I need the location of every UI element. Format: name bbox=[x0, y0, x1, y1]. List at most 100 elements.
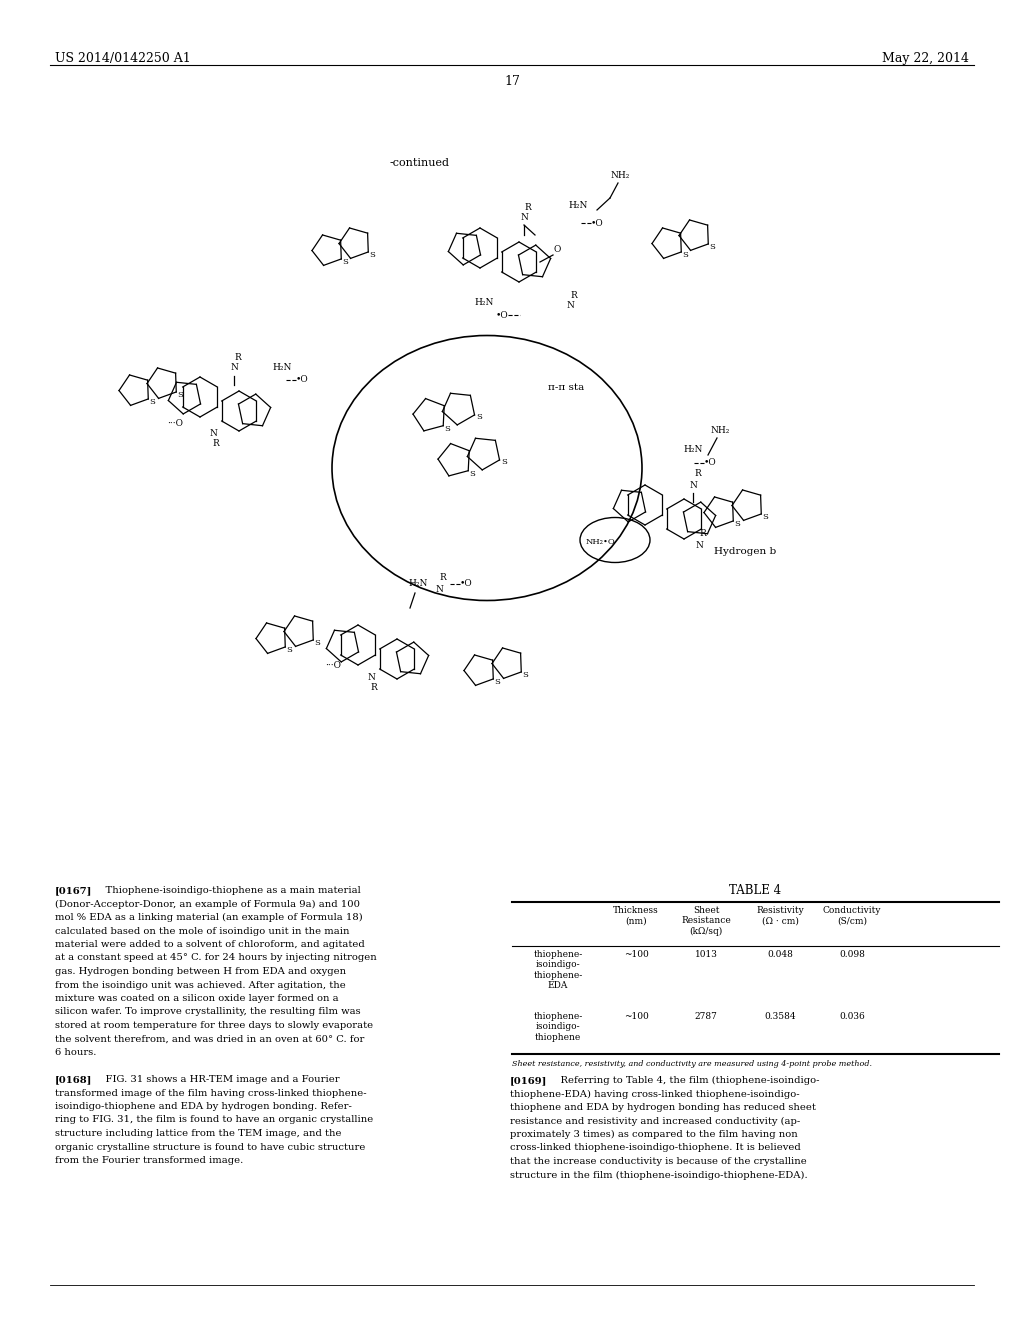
Text: ···O: ···O bbox=[167, 420, 183, 429]
Text: R: R bbox=[524, 203, 531, 213]
Text: H₂N: H₂N bbox=[409, 579, 428, 589]
Text: •O: •O bbox=[296, 375, 308, 384]
Text: •O: •O bbox=[460, 579, 472, 589]
Text: proximately 3 times) as compared to the film having non: proximately 3 times) as compared to the … bbox=[510, 1130, 798, 1139]
Text: material were added to a solvent of chloroform, and agitated: material were added to a solvent of chlo… bbox=[55, 940, 365, 949]
Text: Sheet
Resistance
(kΩ/sq): Sheet Resistance (kΩ/sq) bbox=[681, 906, 731, 936]
Text: NH₂: NH₂ bbox=[610, 170, 630, 180]
Text: R: R bbox=[570, 290, 578, 300]
Text: ~100: ~100 bbox=[624, 950, 648, 960]
Text: •O: •O bbox=[496, 310, 508, 319]
Text: S: S bbox=[314, 639, 321, 647]
Text: FIG. 31 shows a HR-TEM image and a Fourier: FIG. 31 shows a HR-TEM image and a Fouri… bbox=[93, 1074, 340, 1084]
Text: N: N bbox=[435, 585, 443, 594]
Text: Thickness
(nm): Thickness (nm) bbox=[613, 906, 658, 925]
Text: N: N bbox=[367, 673, 375, 682]
Text: US 2014/0142250 A1: US 2014/0142250 A1 bbox=[55, 51, 190, 65]
Text: May 22, 2014: May 22, 2014 bbox=[882, 51, 969, 65]
Text: [0168]: [0168] bbox=[55, 1074, 92, 1084]
Text: 2787: 2787 bbox=[694, 1012, 718, 1020]
Text: S: S bbox=[177, 391, 183, 399]
Text: structure in the film (thiophene-isoindigo-thiophene-EDA).: structure in the film (thiophene-isoindi… bbox=[510, 1171, 808, 1180]
Text: 17: 17 bbox=[504, 75, 520, 88]
Text: Referring to Table 4, the film (thiophene-isoindigo-: Referring to Table 4, the film (thiophen… bbox=[548, 1076, 819, 1085]
Text: S: S bbox=[495, 677, 501, 686]
Text: R: R bbox=[213, 440, 219, 449]
Text: 0.098: 0.098 bbox=[839, 950, 865, 960]
Text: H₂N: H₂N bbox=[474, 298, 494, 308]
Text: thiophene-
isoindigo-
thiophene: thiophene- isoindigo- thiophene bbox=[534, 1012, 583, 1041]
Text: S: S bbox=[734, 520, 740, 528]
Text: H₂N: H₂N bbox=[272, 363, 292, 372]
Text: R: R bbox=[699, 529, 707, 539]
Text: thiophene and EDA by hydrogen bonding has reduced sheet: thiophene and EDA by hydrogen bonding ha… bbox=[510, 1104, 816, 1111]
Text: N: N bbox=[566, 301, 573, 310]
Text: (Donor-Acceptor-Donor, an example of Formula 9a) and 100: (Donor-Acceptor-Donor, an example of For… bbox=[55, 899, 360, 908]
Text: from the isoindigo unit was achieved. After agitation, the: from the isoindigo unit was achieved. Af… bbox=[55, 981, 346, 990]
Text: •O: •O bbox=[591, 219, 603, 227]
Text: -continued: -continued bbox=[390, 158, 450, 168]
Text: 0.048: 0.048 bbox=[767, 950, 793, 960]
Text: 6 hours.: 6 hours. bbox=[55, 1048, 96, 1057]
Text: N: N bbox=[689, 480, 697, 490]
Text: R: R bbox=[234, 352, 242, 362]
Text: Hydrogen b: Hydrogen b bbox=[714, 548, 776, 557]
Text: structure including lattice from the TEM image, and the: structure including lattice from the TEM… bbox=[55, 1129, 341, 1138]
Text: S: S bbox=[501, 458, 507, 466]
Text: S: S bbox=[444, 425, 450, 433]
Text: 1013: 1013 bbox=[694, 950, 718, 960]
Text: at a constant speed at 45° C. for 24 hours by injecting nitrogen: at a constant speed at 45° C. for 24 hou… bbox=[55, 953, 377, 962]
Text: R: R bbox=[439, 573, 446, 582]
Text: stored at room temperature for three days to slowly evaporate: stored at room temperature for three day… bbox=[55, 1020, 373, 1030]
Text: mol % EDA as a linking material (an example of Formula 18): mol % EDA as a linking material (an exam… bbox=[55, 913, 362, 923]
Text: H₂N: H₂N bbox=[683, 446, 702, 454]
Text: S: S bbox=[469, 470, 475, 478]
Text: •O: •O bbox=[703, 458, 717, 467]
Text: Conductivity
(S/cm): Conductivity (S/cm) bbox=[822, 906, 882, 925]
Text: NH₂•O: NH₂•O bbox=[585, 539, 614, 546]
Text: organic crystalline structure is found to have cubic structure: organic crystalline structure is found t… bbox=[55, 1143, 366, 1151]
Text: from the Fourier transformed image.: from the Fourier transformed image. bbox=[55, 1156, 244, 1166]
Text: the solvent therefrom, and was dried in an oven at 60° C. for: the solvent therefrom, and was dried in … bbox=[55, 1035, 365, 1044]
Text: Thiophene-isoindigo-thiophene as a main material: Thiophene-isoindigo-thiophene as a main … bbox=[93, 886, 360, 895]
Text: thiophene-EDA) having cross-linked thiophene-isoindigo-: thiophene-EDA) having cross-linked thiop… bbox=[510, 1089, 800, 1098]
Text: H₂N: H₂N bbox=[568, 202, 588, 210]
Text: calculated based on the mole of isoindigo unit in the main: calculated based on the mole of isoindig… bbox=[55, 927, 349, 936]
Text: [0169]: [0169] bbox=[510, 1076, 548, 1085]
Text: N: N bbox=[209, 429, 217, 438]
Text: ring to FIG. 31, the film is found to have an organic crystalline: ring to FIG. 31, the film is found to ha… bbox=[55, 1115, 374, 1125]
Text: cross-linked thiophene-isoindigo-thiophene. It is believed: cross-linked thiophene-isoindigo-thiophe… bbox=[510, 1143, 801, 1152]
Text: N: N bbox=[230, 363, 238, 372]
Text: transformed image of the film having cross-linked thiophene-: transformed image of the film having cro… bbox=[55, 1089, 367, 1097]
Text: gas. Hydrogen bonding between H from EDA and oxygen: gas. Hydrogen bonding between H from EDA… bbox=[55, 968, 346, 975]
Text: ···O: ···O bbox=[325, 661, 341, 671]
Text: mixture was coated on a silicon oxide layer formed on a: mixture was coated on a silicon oxide la… bbox=[55, 994, 339, 1003]
Text: NH₂: NH₂ bbox=[711, 425, 730, 434]
Text: S: S bbox=[150, 397, 156, 405]
Text: thiophene-
isoindigo-
thiophene-
EDA: thiophene- isoindigo- thiophene- EDA bbox=[534, 950, 583, 990]
Text: ~100: ~100 bbox=[624, 1012, 648, 1020]
Text: S: S bbox=[522, 671, 528, 678]
Text: Sheet resistance, resistivity, and conductivity are measured using 4-point probe: Sheet resistance, resistivity, and condu… bbox=[512, 1060, 872, 1068]
Text: isoindigo-thiophene and EDA by hydrogen bonding. Refer-: isoindigo-thiophene and EDA by hydrogen … bbox=[55, 1102, 352, 1111]
Text: resistance and resistivity and increased conductivity (ap-: resistance and resistivity and increased… bbox=[510, 1117, 800, 1126]
Text: S: S bbox=[682, 251, 688, 259]
Text: S: S bbox=[763, 512, 768, 521]
Text: N: N bbox=[520, 214, 528, 223]
Text: 0.036: 0.036 bbox=[839, 1012, 865, 1020]
Text: Resistivity
(Ω · cm): Resistivity (Ω · cm) bbox=[756, 906, 804, 925]
Text: S: S bbox=[710, 243, 716, 251]
Text: that the increase conductivity is because of the crystalline: that the increase conductivity is becaus… bbox=[510, 1158, 807, 1166]
Text: S: S bbox=[287, 645, 292, 653]
Text: S: S bbox=[370, 251, 376, 259]
Text: TABLE 4: TABLE 4 bbox=[729, 884, 781, 898]
Text: [0167]: [0167] bbox=[55, 886, 92, 895]
Text: R: R bbox=[371, 684, 378, 693]
Text: N: N bbox=[695, 540, 702, 549]
Text: S: S bbox=[342, 257, 348, 265]
Text: 0.3584: 0.3584 bbox=[764, 1012, 796, 1020]
Text: O: O bbox=[553, 246, 561, 255]
Text: S: S bbox=[476, 413, 482, 421]
Text: π-π sta: π-π sta bbox=[548, 384, 585, 392]
Text: R: R bbox=[694, 470, 701, 479]
